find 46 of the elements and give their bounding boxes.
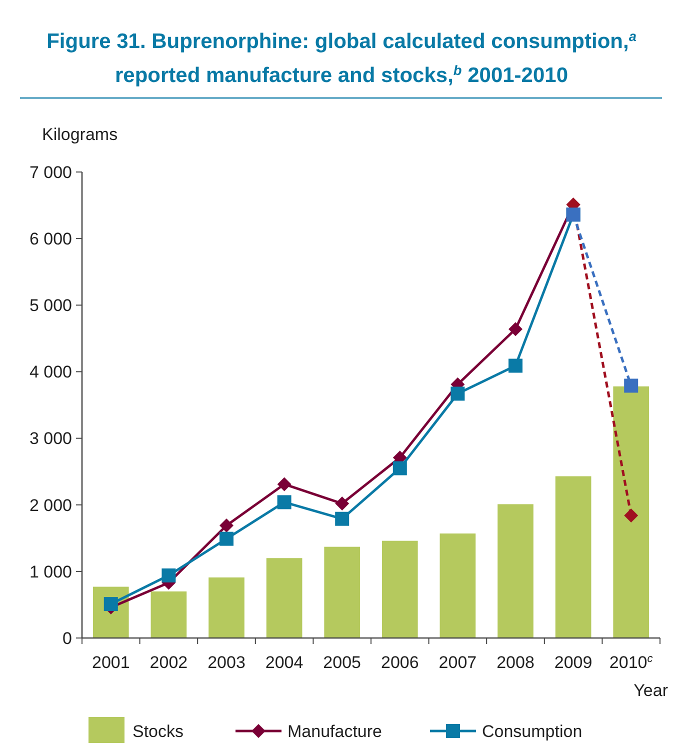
y-tick-label: 0 [62,628,72,648]
legend-label: Consumption [482,722,582,741]
bar [150,591,187,638]
bar [440,533,476,638]
point [624,378,638,393]
y-tick-label: 2 000 [29,496,72,515]
bar [208,577,244,638]
y-tick-label: 3 000 [29,429,72,448]
chart-title: Figure 31. Buprenorphine: global calculated consumption,$^{a}$ reported manufacture and stocks,$^{b}$ 2001-2010 [46,28,636,87]
y-tick-label: 6 000 [29,230,72,249]
y-tick-label: 7 000 [29,162,72,182]
bar [498,504,534,638]
bar [324,546,360,638]
point [508,322,522,336]
point [450,386,465,401]
y-tick-label: 4 000 [29,362,72,382]
bar [382,540,418,638]
y-axis-title: Kilograms [42,125,118,144]
point [335,512,350,526]
x-tick-label: 2003 [208,653,246,672]
legend-label: Manufacture [288,722,382,741]
x-tick-label: 2002 [150,653,188,672]
x-tick-label: 2005 [323,653,362,672]
x-tick-label: 2004 [265,653,304,672]
point [277,477,292,492]
x-axis-title: Year [634,681,668,700]
x-tick-label: 2001 [92,653,130,672]
x-tick-label: 2007 [438,653,477,672]
y-tick-label: 5 000 [29,296,72,316]
point [162,568,176,582]
x-tick-label: 2006 [380,653,419,672]
point [220,518,234,532]
bar [613,386,650,638]
point [624,508,638,523]
bar [555,476,592,638]
legend-label: Stocks [132,722,184,741]
bar [266,558,302,638]
point [392,461,407,476]
point [335,496,350,511]
point [277,495,292,510]
point [508,358,522,373]
x-tick-label: 2010$^{c}$ [609,653,654,672]
point [220,532,234,546]
x-tick-label: 2009 [554,653,592,672]
x-tick-label: 2008 [496,653,534,672]
y-tick-label: 1 000 [29,562,72,582]
